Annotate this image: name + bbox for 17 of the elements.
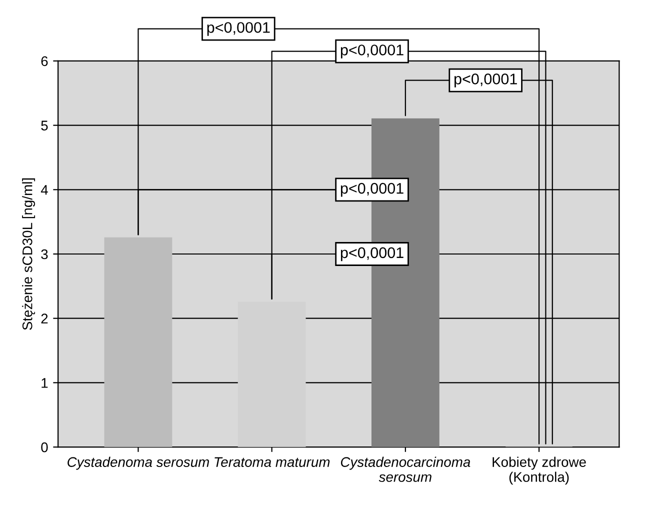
x-tick-label: Teratoma maturum — [214, 457, 330, 467]
y-tick-label: 5 — [41, 120, 48, 130]
annotation: p<0,0001 — [340, 182, 404, 197]
annotation: p<0,0001 — [454, 74, 517, 88]
y-axis-title: Stężenie sCD30L [ng/ml] — [22, 178, 36, 330]
y-tick-label: 0 — [41, 442, 48, 452]
x-tick-label: Cystadenocarcinoma serosum — [340, 456, 470, 482]
annotation: p<0,0001 — [340, 44, 404, 58]
y-tick-label: 4 — [40, 185, 48, 195]
y-tick-label: 6 — [41, 56, 48, 66]
y-tick-label: 2 — [41, 314, 48, 324]
y-tick-label: 1 — [42, 378, 48, 388]
x-tick-label: Cystadenoma serosum — [68, 456, 209, 470]
annotation: p<0,0001 — [207, 22, 270, 36]
y-tick-label: 3 — [41, 249, 48, 260]
annotation: p<0,0001 — [340, 247, 404, 262]
x-tick-label: Kobiety zdrowe (Kontrola) — [492, 456, 586, 485]
